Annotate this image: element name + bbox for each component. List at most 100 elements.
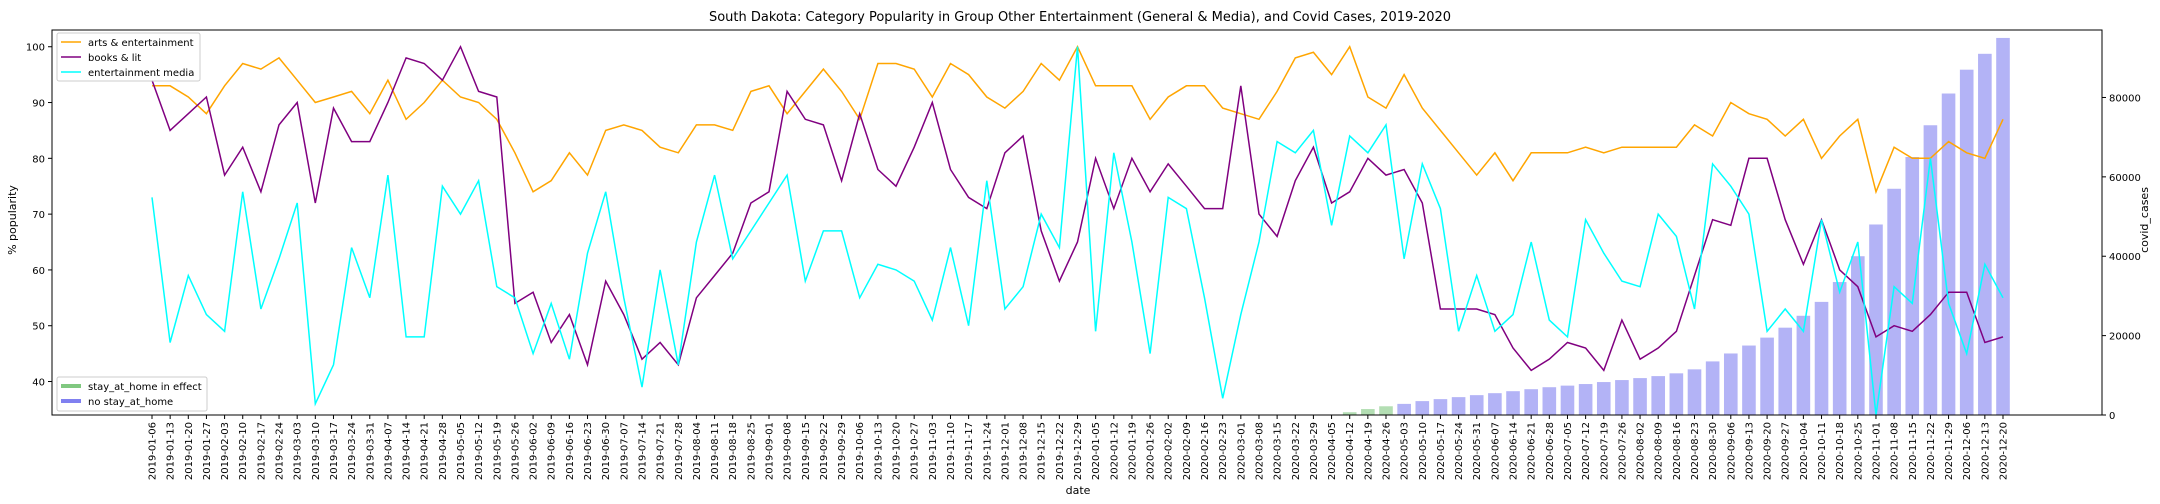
y-tick-label: 50 <box>32 322 45 333</box>
y-tick-label: 60 <box>32 266 45 277</box>
x-tick-label: 2020-11-29 <box>1944 422 1955 480</box>
x-tick-label: 2019-12-01 <box>1000 422 1011 480</box>
bar-2020-11-22 <box>1923 125 1938 416</box>
x-tick-label: 2020-05-17 <box>1436 422 1447 480</box>
bar-2020-10-18 <box>1832 282 1847 415</box>
series-line-2 <box>151 46 2004 416</box>
x-tick-label: 2019-11-10 <box>946 422 957 480</box>
x-tick-label: 2020-03-01 <box>1236 422 1247 480</box>
x-tick-label: 2019-04-14 <box>402 422 413 480</box>
bar-2020-08-23 <box>1687 369 1702 415</box>
x-tick-label: 2020-06-21 <box>1527 422 1538 480</box>
y-tick-label: 70 <box>32 210 45 221</box>
x-tick-label: 2020-03-29 <box>1309 422 1320 480</box>
x-tick-label: 2020-03-22 <box>1291 422 1302 480</box>
x-tick-label: 2020-05-31 <box>1472 422 1483 480</box>
legend-bar-label-1: no stay_at_home <box>88 397 173 408</box>
bar-2020-04-26 <box>1379 406 1393 415</box>
x-tick-label: 2020-11-15 <box>1908 422 1919 480</box>
legend-series: arts & entertainment books & lit entertain… <box>56 32 201 82</box>
x-tick-label: 2019-05-12 <box>474 422 485 480</box>
x-tick-label: 2020-02-23 <box>1218 422 1229 480</box>
x-tick-label: 2020-06-14 <box>1509 422 1520 480</box>
bar-2020-09-27 <box>1778 327 1793 415</box>
bar-2020-10-11 <box>1814 301 1829 415</box>
x-tick-label: 2019-04-28 <box>438 422 449 480</box>
x-tick-label: 2019-08-11 <box>710 422 721 480</box>
x-tick-label: 2020-03-15 <box>1273 422 1284 480</box>
x-tick-label: 2019-08-04 <box>692 422 703 480</box>
x-tick-label: 2019-10-20 <box>892 422 903 480</box>
x-tick-label: 2019-11-03 <box>928 422 939 480</box>
x-tick-label: 2019-07-07 <box>619 422 630 480</box>
bar-2020-07-12 <box>1578 384 1593 415</box>
x-tick-label: 2019-06-30 <box>601 422 612 480</box>
x-tick-label: 2020-09-13 <box>1744 422 1755 480</box>
x-tick-label: 2019-05-05 <box>456 422 467 480</box>
y2-axis-label: covid_cases <box>2138 187 2151 253</box>
x-tick-label: 2019-05-19 <box>492 422 503 480</box>
bar-2020-05-10 <box>1415 401 1430 415</box>
bar-2020-10-04 <box>1796 315 1811 415</box>
x-tick-label: 2020-01-05 <box>1091 422 1102 480</box>
x-tick-label: 2019-01-13 <box>166 422 177 480</box>
x-tick-label: 2019-06-16 <box>565 422 576 480</box>
y2-tick-label: 40000 <box>2109 252 2141 263</box>
x-tick-label: 2020-09-06 <box>1726 422 1737 480</box>
x-tick-label: 2019-07-14 <box>638 422 649 480</box>
x-tick-label: 2020-02-02 <box>1164 422 1175 480</box>
x-tick-label: 2019-02-17 <box>256 422 267 480</box>
x-tick-label: 2019-11-17 <box>964 422 975 480</box>
x-tick-label: 2019-07-28 <box>674 422 685 480</box>
x-tick-label: 2020-10-18 <box>1835 422 1846 480</box>
legend-series-box <box>56 32 201 82</box>
bar-2020-09-20 <box>1760 337 1774 415</box>
x-tick-label: 2020-08-16 <box>1672 422 1683 480</box>
legend-label-2: entertainment media <box>88 68 194 79</box>
bar-2020-11-29 <box>1941 93 1956 415</box>
x-tick-label: 2020-04-12 <box>1345 422 1356 480</box>
x-tick-label: 2020-11-22 <box>1926 422 1937 480</box>
x-tick-label: 2019-04-07 <box>383 422 394 480</box>
x-tick-label: 2020-04-26 <box>1382 422 1393 480</box>
x-tick-label: 2019-06-09 <box>547 422 558 480</box>
x-tick-label: 2020-01-12 <box>1109 422 1120 480</box>
x-tick-label: 2020-07-05 <box>1563 422 1574 480</box>
x-tick-label: 2019-12-15 <box>1037 422 1048 480</box>
bar-2020-06-21 <box>1524 389 1538 415</box>
y2-tick-label: 20000 <box>2109 332 2141 343</box>
x-tick-label: 2020-08-02 <box>1636 422 1647 480</box>
x-tick-label: 2020-08-23 <box>1690 422 1701 480</box>
x-tick-label: 2019-09-15 <box>801 422 812 480</box>
x-tick-label: 2020-02-09 <box>1182 422 1193 480</box>
x-tick-label: 2019-09-22 <box>819 422 830 480</box>
x-tick-label: 2020-12-06 <box>1962 422 1973 480</box>
x-tick-label: 2019-07-21 <box>656 422 667 480</box>
y-tick-label: 90 <box>32 99 45 110</box>
x-tick-label: 2020-08-09 <box>1654 422 1665 480</box>
bar-2020-08-30 <box>1705 361 1720 415</box>
bar-2020-07-05 <box>1560 385 1575 415</box>
x-tick-label: 2019-02-24 <box>275 422 286 480</box>
legend-label-0: arts & entertainment <box>88 38 194 49</box>
x-tick-label: 2019-09-08 <box>783 422 794 480</box>
x-axis-label: date <box>1066 484 1091 497</box>
x-tick-label: 2019-03-10 <box>311 422 322 480</box>
x-tick-label: 2020-03-08 <box>1255 422 1266 480</box>
x-tick-label: 2020-01-26 <box>1146 422 1157 480</box>
x-tick-label: 2020-04-05 <box>1327 422 1338 480</box>
x-tick-label: 2019-01-20 <box>184 422 195 480</box>
x-tick-label: 2019-12-22 <box>1055 422 1066 480</box>
covid-case-bars <box>1324 37 2010 416</box>
y-axis-label: % popularity <box>6 185 19 255</box>
x-tick-label: 2019-01-27 <box>202 422 213 480</box>
chart-title: South Dakota: Category Popularity in Gro… <box>709 10 1451 25</box>
x-tick-label: 2019-12-29 <box>1073 422 1084 480</box>
x-tick-label: 2019-03-31 <box>365 422 376 480</box>
x-tick-label: 2019-10-13 <box>873 422 884 480</box>
x-tick-label: 2020-09-27 <box>1781 422 1792 480</box>
bar-2020-10-25 <box>1851 256 1865 415</box>
x-tick-label: 2020-05-24 <box>1454 422 1465 480</box>
y-tick-label: 80 <box>32 154 45 165</box>
x-tick-label: 2020-07-26 <box>1617 422 1628 480</box>
